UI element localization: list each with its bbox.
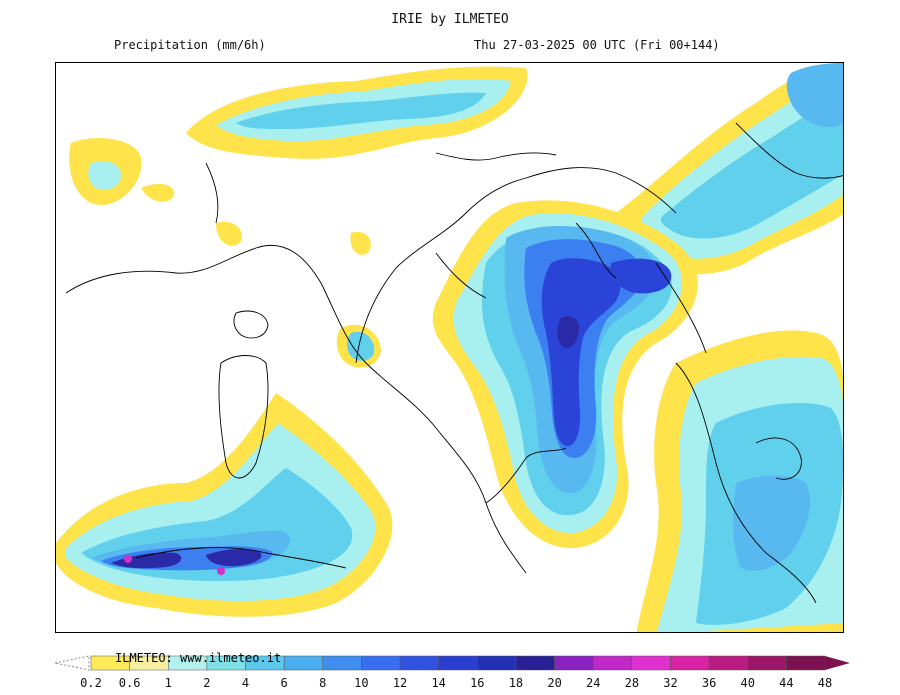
coastlines <box>65 122 843 604</box>
precip-italy-blob-core <box>347 331 375 361</box>
colorbar-cell <box>747 655 787 671</box>
valid-time-label: Thu 27-03-2025 00 UTC (Fri 00+144) <box>474 38 720 52</box>
colorbar-tick-label: 36 <box>701 676 717 690</box>
colorbar-cell <box>554 655 594 671</box>
colorbar-tick-label: 16 <box>470 676 485 690</box>
colorbar-over-arrow <box>825 656 850 670</box>
credit-text: ILMETEO: www.ilmeteo.it <box>115 651 282 665</box>
colorbar-tick-label: 4 <box>241 676 250 690</box>
colorbar-cell <box>786 655 826 671</box>
colorbar-cell <box>670 655 710 671</box>
colorbar-cell <box>477 655 517 671</box>
colorbar-cell <box>322 655 362 671</box>
colorbar-cell <box>631 655 671 671</box>
colorbar-tick-label: 6 <box>280 676 288 690</box>
colorbar-under-arrow <box>55 655 90 671</box>
colorbar-cell <box>438 655 478 671</box>
colorbar-cell <box>592 655 633 671</box>
colorbar-tick-label: 18 <box>508 676 524 690</box>
colorbar-tick-label: 1 <box>164 676 172 690</box>
colorbar-cell <box>708 655 748 671</box>
colorbar-tick-label: 10 <box>354 676 369 690</box>
colorbar-cell <box>283 655 324 671</box>
precip-blob-c1 <box>350 231 371 255</box>
precip-blob-w2 <box>141 183 175 202</box>
colorbar-tick-label: 28 <box>624 676 640 690</box>
colorbar-tick-label: 24 <box>585 676 601 690</box>
colorbar-cell <box>361 655 401 671</box>
precip-sicily <box>56 393 393 617</box>
precip-northeast <box>612 63 843 275</box>
colorbar-tick-label: 40 <box>740 676 755 690</box>
precip-balkans <box>432 200 698 549</box>
colorbar-tick-label: 14 <box>431 676 446 690</box>
colorbar-tick-label: 20 <box>547 676 562 690</box>
precip-blob-w1-core <box>88 161 121 190</box>
variable-label: Precipitation (mm/6h) <box>114 38 266 52</box>
colorbar-tick-label: 44 <box>779 676 794 690</box>
precip-colorbar <box>55 655 850 671</box>
precip-southeast <box>636 330 843 632</box>
map-title: IRIE by ILMETEO <box>391 12 509 27</box>
map-canvas <box>56 63 843 632</box>
colorbar-tick-label: 48 <box>817 676 833 690</box>
precip-blob-w3 <box>216 221 242 246</box>
colorbar-tick-label: 2 <box>203 676 211 690</box>
colorbar-tick-label: 0.2 <box>80 676 102 690</box>
colorbar-tick-label: 0.6 <box>118 676 141 690</box>
colorbar-tick-label: 8 <box>319 676 327 690</box>
colorbar-cell <box>515 655 555 671</box>
precip-alps <box>186 66 528 159</box>
colorbar-tick-label: 12 <box>392 676 408 690</box>
colorbar-tick-label: 32 <box>663 676 678 690</box>
colorbar-cell <box>399 655 439 671</box>
precipitation-map <box>55 62 844 633</box>
